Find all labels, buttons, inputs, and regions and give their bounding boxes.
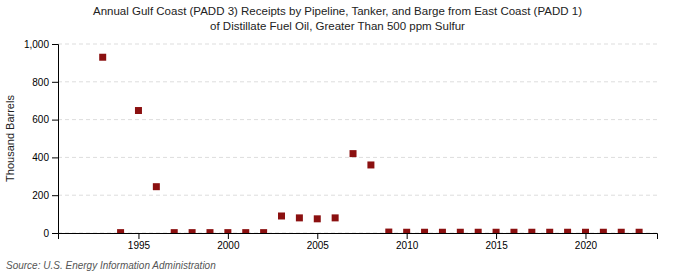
y-tick-label: 200: [32, 190, 49, 201]
y-axis: 0 200 400 600 800 1,000: [24, 39, 59, 239]
grid-line: [58, 157, 657, 158]
y-tick-mark: [52, 157, 58, 158]
x-tick-label: 2020: [575, 240, 598, 251]
chart: Annual Gulf Coast (PADD 3) Receipts by P…: [0, 0, 675, 275]
point: [99, 54, 106, 61]
y-tick-mark: [52, 195, 58, 196]
point: [189, 229, 196, 233]
x-tick: 2015: [485, 233, 508, 251]
point: [296, 214, 303, 221]
y-tick-mark: [52, 82, 58, 83]
point: [278, 212, 285, 219]
y-tick: 1,000: [24, 39, 58, 50]
y-tick-label: 0: [43, 228, 49, 239]
subtitle: of Distillate Fuel Oil, Greater Than 500…: [210, 20, 465, 32]
point: [439, 229, 446, 233]
point: [475, 229, 482, 233]
point: [314, 215, 321, 222]
x-axis-line: [59, 234, 658, 240]
x-tick: 1995: [128, 233, 151, 251]
y-tick-mark: [52, 233, 58, 234]
y-tick-label: 600: [32, 114, 49, 125]
y-tick-mark: [52, 120, 58, 121]
point: [385, 229, 392, 233]
grid: [58, 44, 657, 233]
x-tick-mark: [317, 233, 318, 239]
point: [636, 229, 643, 233]
y-tick-label: 400: [32, 152, 49, 163]
plot: 1995 2000 2005 2010 2015 2020 0 200 400 600 800 1,0…: [24, 39, 658, 251]
y-tick: 200: [32, 190, 58, 201]
y-axis-label: Thousand Barrels: [4, 95, 16, 182]
x-tick-mark: [496, 233, 497, 239]
y-tick-label: 1,000: [24, 39, 49, 50]
points: [99, 54, 642, 233]
annotation: Source: U.S. Energy Information Administ…: [6, 260, 216, 271]
point: [224, 229, 231, 233]
point: [332, 214, 339, 221]
point: [135, 107, 142, 114]
point: [350, 150, 357, 157]
point: [421, 229, 428, 233]
x-axis: 1995 2000 2005 2010 2015 2020: [59, 233, 658, 251]
point: [242, 229, 249, 233]
point: [600, 229, 607, 233]
x-tick-label: 2010: [396, 240, 419, 251]
point: [171, 229, 178, 233]
point: [206, 229, 213, 233]
y-tick: 800: [32, 77, 58, 88]
point: [546, 229, 553, 233]
x-tick-label: 2015: [485, 240, 508, 251]
point: [618, 229, 625, 233]
point: [153, 183, 160, 190]
title: Annual Gulf Coast (PADD 3) Receipts by P…: [93, 5, 582, 17]
y-tick-mark: [52, 44, 58, 45]
point: [260, 229, 267, 233]
y-tick: 400: [32, 152, 58, 163]
point: [493, 229, 500, 233]
grid-line: [58, 44, 657, 45]
y-tick: 600: [32, 114, 58, 125]
x-tick: 2010: [396, 233, 419, 251]
point: [117, 229, 124, 233]
point: [510, 229, 517, 233]
x-tick-mark: [138, 233, 139, 239]
point: [582, 229, 589, 233]
x-tick-mark: [228, 233, 229, 239]
point: [564, 229, 571, 233]
x-tick: 2005: [307, 233, 330, 251]
grid-line: [58, 81, 657, 82]
grid-line: [58, 119, 657, 120]
grid-line: [58, 195, 657, 196]
x-tick-label: 2005: [307, 240, 330, 251]
x-tick: 2000: [217, 233, 240, 251]
x-tick-label: 2000: [217, 240, 240, 251]
x-tick: 2020: [575, 233, 598, 251]
point: [403, 229, 410, 233]
point: [367, 161, 374, 168]
y-tick: 0: [43, 228, 58, 239]
x-tick-mark: [407, 233, 408, 239]
y-tick-label: 800: [32, 77, 49, 88]
point: [528, 229, 535, 233]
x-tick-label: 1995: [128, 240, 151, 251]
x-tick-mark: [585, 233, 586, 239]
y-axis-line: [52, 45, 59, 234]
point: [457, 229, 464, 233]
